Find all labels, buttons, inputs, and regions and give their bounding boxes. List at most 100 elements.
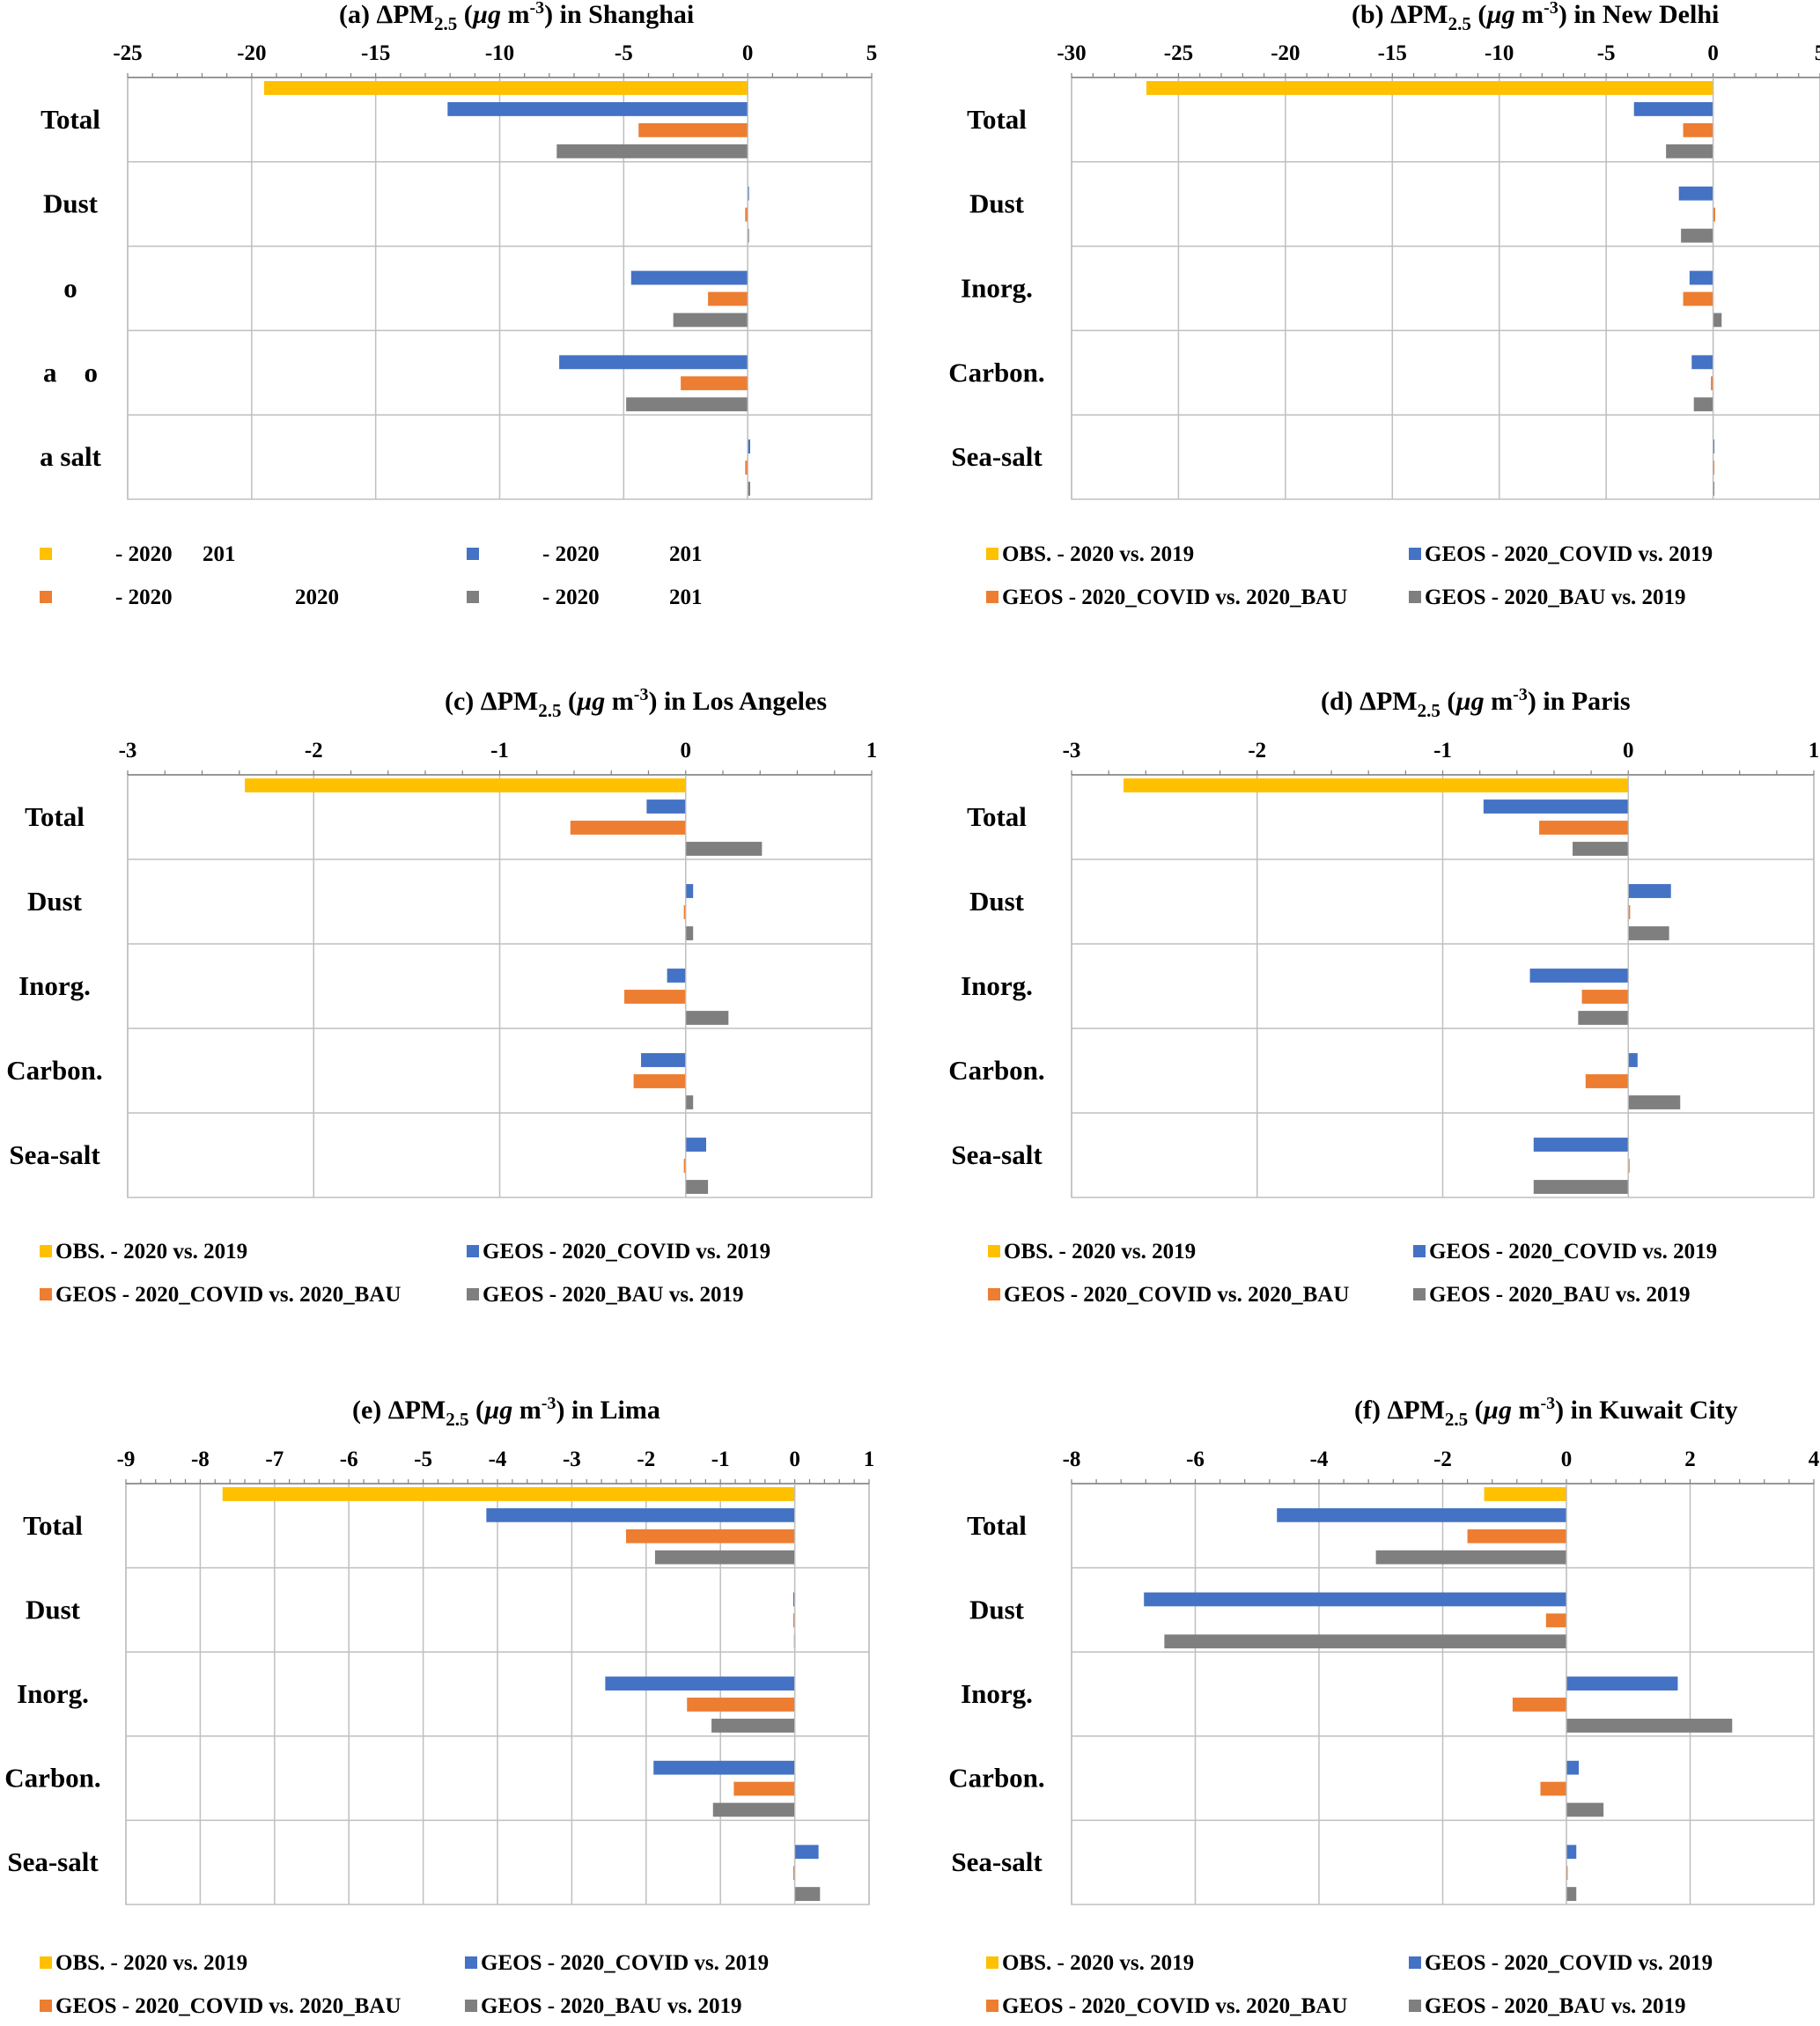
x-tick-label: -2 [305, 739, 323, 763]
category-label: Carbon. [948, 1763, 1044, 1794]
bar-total-series-1 [222, 1487, 795, 1501]
x-tick-label: -8 [1063, 1448, 1081, 1471]
x-tick-label: -4 [489, 1448, 507, 1471]
x-tick-label: -5 [615, 41, 633, 65]
legend-item: GEOS - 2020_BAU vs. 2019 [1413, 1283, 1691, 1307]
category-label: Sea-salt [7, 1846, 99, 1877]
legend-item: OBS. - 2020 vs. 2019 [40, 1240, 247, 1263]
legend-label-part: 201 [669, 542, 703, 566]
category-label: Total [967, 801, 1027, 832]
x-tick-label: 0 [1561, 1448, 1573, 1471]
legend-label: OBS. - 2020 vs. 2019 [55, 1951, 247, 1975]
category-label: Total [967, 1510, 1027, 1541]
chart-panel-a: -25 -20 -15 -10 -5 0 5 Total Dust o a o a salt (a) Δ… [40, 0, 878, 609]
bar-dust-series-3 [792, 1613, 795, 1628]
legend-swatch [465, 1956, 477, 1969]
bar-dust-series-2 [1144, 1592, 1566, 1607]
bar-seasalt-series-2 [1566, 1845, 1577, 1860]
bar-seasalt-series-4 [685, 1180, 709, 1194]
bar-inorg-series-4 [711, 1718, 795, 1733]
bar-seasalt-series-2 [685, 1138, 706, 1152]
bar-inorg-series-3 [1683, 291, 1713, 306]
x-tick-label: -7 [265, 1448, 284, 1471]
bar-seasalt-series-3 [1713, 460, 1715, 475]
x-tick-label: 2 [1684, 1448, 1696, 1471]
bar-inorg-series-2 [1529, 969, 1629, 983]
bar-seasalt-series-2 [1713, 439, 1715, 454]
legend-item: - 2020 201 [40, 542, 236, 566]
category-label: a salt [40, 441, 101, 472]
bar-ao-series-3 [681, 376, 748, 391]
category-label: Dust [969, 1594, 1025, 1624]
legend-item: GEOS - 2020_COVID vs. 2020_BAU [988, 1283, 1349, 1307]
bar-inorg-series-3 [687, 1698, 795, 1712]
bar-carbon-series-2 [641, 1053, 686, 1067]
x-tick-label: 4 [1809, 1448, 1820, 1471]
bar-carbon-series-2 [1691, 355, 1713, 370]
legend-item: OBS. - 2020 vs. 2019 [40, 1951, 247, 1975]
legend-label: GEOS - 2020_BAU vs. 2019 [1425, 1994, 1686, 2018]
bar-seasalt-series-4 [1566, 1887, 1577, 1901]
legend-label: OBS. - 2020 vs. 2019 [55, 1240, 247, 1263]
legend-swatch [1409, 548, 1421, 560]
legend-swatch [467, 591, 479, 603]
legend-label: GEOS - 2020_BAU vs. 2019 [1429, 1283, 1691, 1307]
bar-asalt-series-2 [748, 439, 750, 454]
bar-o-series-4 [673, 313, 748, 328]
legend-label-part: 201 [203, 542, 236, 566]
x-tick-label: -20 [237, 41, 266, 65]
x-tick-label: 1 [864, 1448, 875, 1471]
legend-swatch [986, 548, 998, 560]
legend-item: - 2020 201 [467, 542, 703, 566]
category-label: Inorg. [17, 1678, 89, 1709]
chart-title: (d) ΔPM2.5 (µg m-3) in Paris [1321, 687, 1631, 721]
bar-inorg-series-4 [1578, 1011, 1629, 1025]
bar-ao-series-2 [559, 355, 748, 370]
x-tick-label: -1 [1433, 739, 1452, 763]
legend-swatch [1409, 591, 1421, 603]
x-tick-label: 5 [866, 41, 878, 65]
category-label: Dust [26, 1594, 81, 1624]
legend-swatch [1413, 1245, 1426, 1257]
x-tick-label: -2 [637, 1448, 655, 1471]
chart-title: (e) ΔPM2.5 (µg m-3) in Lima [352, 1396, 660, 1430]
legend-swatch [40, 1245, 52, 1257]
legend-swatch [1409, 1956, 1421, 1969]
bar-total-series-4 [654, 1550, 795, 1565]
legend-item: OBS. - 2020 vs. 2019 [986, 1951, 1194, 1975]
bar-carbon-series-3 [1540, 1781, 1566, 1796]
legend-item: GEOS - 2020_BAU vs. 2019 [467, 1283, 744, 1307]
category-label: Inorg. [18, 970, 91, 1001]
x-tick-label: -8 [191, 1448, 210, 1471]
legend-item: - 2020 2020 [40, 586, 339, 609]
bar-total-series-1 [245, 778, 686, 792]
bar-carbon-series-3 [733, 1781, 795, 1796]
legend-label: GEOS - 2020_COVID vs. 2020_BAU [1002, 1994, 1347, 2018]
bar-asalt-series-4 [748, 482, 750, 496]
bar-inorg-series-3 [1512, 1698, 1566, 1712]
legend-item: GEOS - 2020_COVID vs. 2020_BAU [986, 1994, 1347, 2018]
bar-dust-series-2 [685, 884, 694, 898]
category-label: Dust [43, 188, 99, 219]
legend-swatch [986, 591, 998, 603]
x-tick-label: -2 [1433, 1448, 1452, 1471]
legend-swatch [40, 1288, 52, 1300]
x-tick-label: -5 [1597, 41, 1616, 65]
bar-carbon-series-4 [1628, 1095, 1681, 1109]
x-tick-label: -9 [117, 1448, 136, 1471]
legend-label: GEOS - 2020_BAU vs. 2019 [1425, 586, 1686, 609]
bar-carbon-series-4 [1566, 1802, 1604, 1817]
bar-total-series-4 [685, 842, 763, 856]
bar-dust-series-3 [683, 905, 686, 919]
bar-carbon-series-2 [1566, 1760, 1580, 1775]
category-label: Carbon. [4, 1763, 100, 1794]
bar-carbon-series-4 [685, 1095, 694, 1109]
bar-total-series-2 [1633, 102, 1713, 116]
bar-total-series-4 [1375, 1550, 1566, 1565]
bar-carbon-series-2 [1628, 1053, 1638, 1067]
legend-label: GEOS - 2020_COVID vs. 2019 [1425, 542, 1713, 566]
bar-carbon-series-3 [1585, 1074, 1629, 1088]
bar-total-series-3 [1467, 1529, 1566, 1543]
category-label: Inorg. [961, 970, 1033, 1001]
legend-item: OBS. - 2020 vs. 2019 [986, 542, 1194, 566]
